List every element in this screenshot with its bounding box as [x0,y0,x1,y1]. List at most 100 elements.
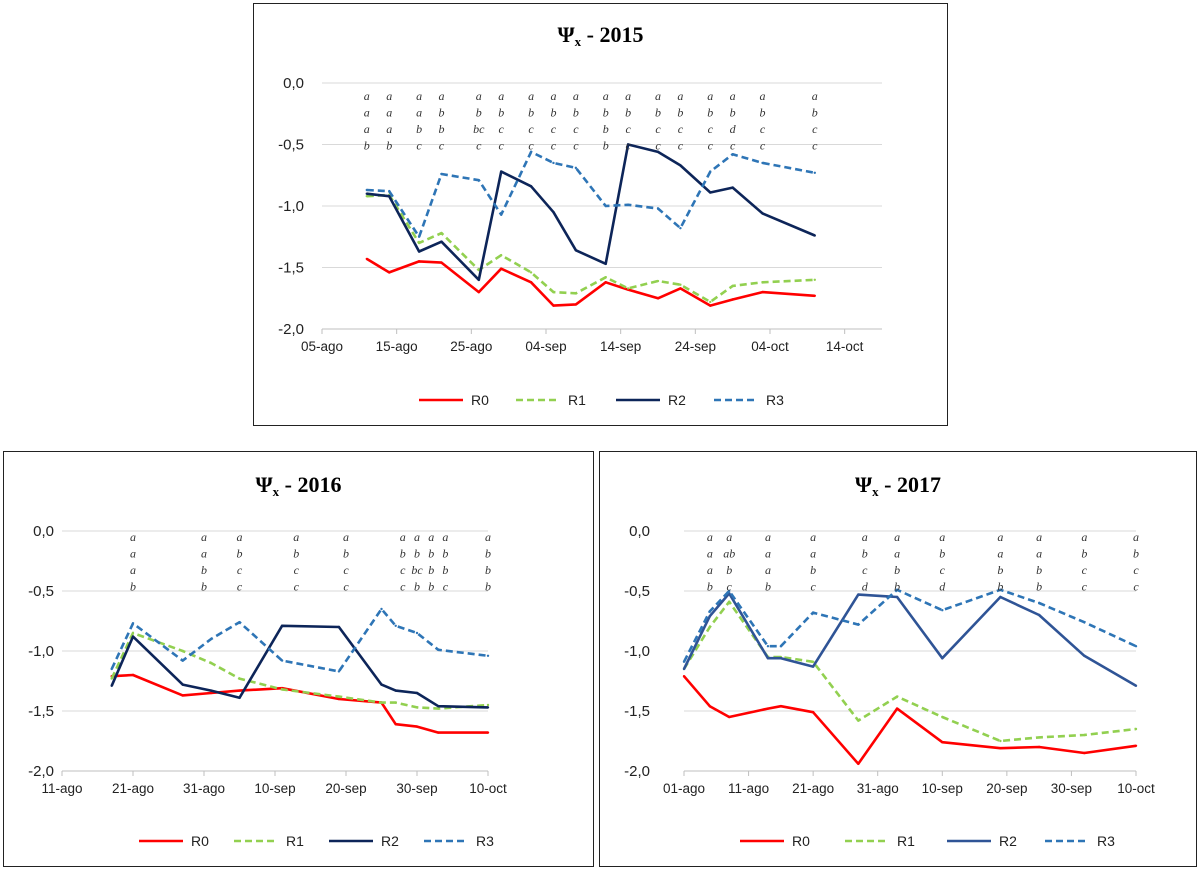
significance-letter: a [364,106,370,120]
significance-letter: a [386,122,392,136]
data-point-r3 [708,610,712,613]
x-tick-label: 21-ago [792,781,834,796]
significance-letter: a [438,89,444,103]
data-point-r1 [761,281,764,284]
significance-letter: b [760,106,766,120]
significance-letter: a [997,547,1003,561]
data-point-r2 [1083,654,1086,657]
data-point-r1 [604,276,607,279]
significance-letter: c [476,139,482,153]
data-point-r1 [1037,736,1041,739]
chart-2015: Ψx - 2015 0,0 -0,5 -1,0 -1,5 -2,005-ago 15-ago… [278,22,882,408]
data-point-r0 [209,691,213,695]
data-point-r0 [656,297,660,300]
series-line-r2 [110,624,489,709]
significance-letter: bc [473,122,485,136]
significance-letter: c [343,580,349,594]
data-point-r2 [417,250,421,253]
data-point-r2 [110,684,113,687]
significance-letter: a [550,89,556,103]
significance-letter: b [730,106,736,120]
data-point-r0 [895,707,899,710]
significance-letter: c [1082,563,1088,577]
y-tick-label: -1,0 [278,198,304,215]
series-line-r1 [110,631,489,710]
significance-letter: c [237,580,243,594]
significance-letter: a [237,530,243,544]
data-point-r2 [857,593,860,596]
significance-letter: c [499,139,505,153]
data-point-r0 [731,298,734,301]
significance-letter: a [707,563,713,577]
significance-letter: b [707,106,713,120]
significance-letter: b [1081,547,1087,561]
data-point-r0 [552,304,555,307]
significance-letter: b [438,106,444,120]
significance-letter: b [1036,563,1042,577]
data-point-r2 [388,194,391,198]
significance-letter: b [364,139,370,153]
significance-letter: b [416,122,422,136]
data-point-r3 [728,589,731,593]
data-point-r0 [500,267,503,270]
significance-letter: d [862,580,869,594]
significance-letter: c [730,139,736,153]
significance-letter: b [707,580,713,594]
data-point-r3 [440,172,443,176]
data-point-r3 [709,170,712,173]
significance-letter: b [1036,580,1042,594]
significance-letter: c [439,139,445,153]
significance-letter: a [862,530,868,544]
data-point-r2 [999,595,1002,599]
significance-letter: b [726,563,732,577]
significance-letter: a [130,547,136,561]
significance-letter: b [343,547,349,561]
chart-panel-2017: Ψx - 2017 0,0 -0,5 -1,0 -1,5 -2,0 01-ago 11-ago… [599,451,1197,867]
data-point-r0 [394,723,397,726]
x-tick-label: 20-sep [325,781,366,796]
data-point-r0 [1083,751,1086,755]
data-point-r1 [656,279,660,283]
significance-letter: a [386,89,392,103]
data-point-r2 [415,691,419,695]
x-tick-label: 05-ago [301,339,343,354]
y-tick-label: 0,0 [33,523,54,540]
data-point-r3 [131,622,135,625]
series-line-r1 [366,193,815,304]
data-point-r2 [731,186,734,189]
significance-letter: a [707,547,713,561]
data-point-r0 [708,705,712,708]
y-tick-label: -1,5 [624,703,650,720]
data-point-r0 [761,290,764,294]
data-point-r2 [365,192,368,195]
significance-letter: a [201,547,207,561]
significance-letter: a [293,530,299,544]
data-point-r3 [761,161,764,165]
significance-letter: b [810,563,816,577]
y-tick-label: 0,0 [629,523,650,540]
data-point-r2 [604,262,607,266]
significance-letter: b [894,580,900,594]
x-tick-label: 11-ago [41,781,82,796]
data-point-r1 [181,649,184,653]
data-point-r2 [552,210,555,214]
series-line-r0 [683,675,1137,766]
data-point-r1 [1134,727,1138,731]
x-tick-label: 30-sep [396,781,437,796]
significance-letter: b [130,580,136,594]
data-point-r2 [709,191,712,194]
significance-letter: c [551,122,557,136]
series-line-r2 [366,143,816,282]
data-point-r2 [574,249,578,252]
significance-letter: a [400,530,406,544]
significance-letter: b [485,547,491,561]
data-point-r2 [708,615,712,618]
legend-label: R0 [191,833,209,849]
data-point-r1 [857,719,860,722]
significance-letter: c [678,122,684,136]
data-point-r0 [999,747,1002,750]
data-point-r3 [500,213,503,216]
data-point-r2 [941,657,944,660]
significance-letter: c [810,580,816,594]
data-point-r3 [1037,601,1041,605]
